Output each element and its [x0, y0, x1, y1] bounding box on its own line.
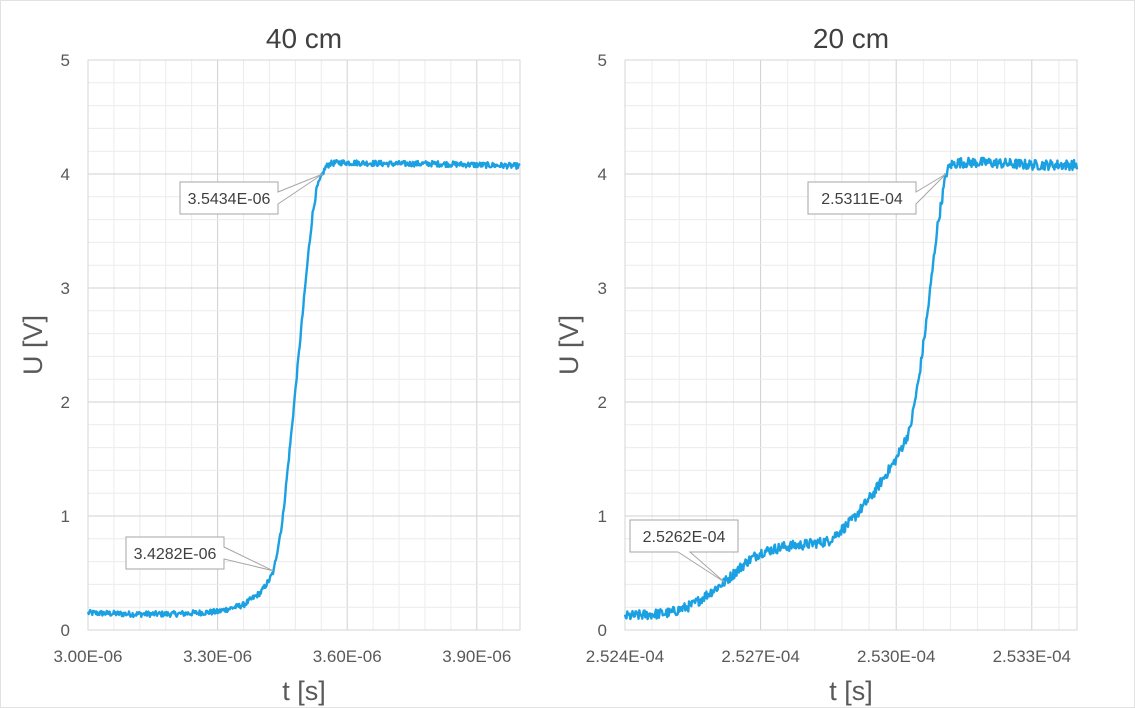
x-tick-label: 2.533E-04	[993, 647, 1071, 666]
y-tick-labels: 0 1 2 3 4 5	[598, 51, 607, 640]
chart-title: 40 cm	[266, 23, 342, 54]
plot-area-border	[624, 59, 1078, 631]
chart-title: 20 cm	[813, 23, 889, 54]
x-tick-label: 3.60E-06	[313, 647, 382, 666]
x-tick-label: 2.527E-04	[721, 647, 799, 666]
y-tick-label: 4	[61, 165, 70, 184]
x-tick-label: 2.530E-04	[857, 647, 935, 666]
chart-panel-20cm: 20 cm t [s] U [V] 0 1 2 3 4 5 2.524E-04 …	[554, 23, 1079, 706]
annotation-label: 3.4282E-06	[134, 546, 217, 563]
x-tick-label: 3.30E-06	[183, 647, 252, 666]
y-tick-label: 5	[61, 51, 70, 70]
annotation-label: 3.5434E-06	[188, 191, 271, 208]
callout-box	[807, 173, 947, 215]
y-tick-label: 4	[598, 165, 607, 184]
y-tick-label: 3	[61, 279, 70, 298]
y-axis-label: U [V]	[554, 315, 584, 375]
callout-box	[125, 536, 274, 572]
y-tick-label: 2	[598, 393, 607, 412]
x-tick-labels: 2.524E-04 2.527E-04 2.530E-04 2.533E-04	[586, 647, 1071, 666]
annotation-callout: 3.4282E-06	[125, 536, 274, 572]
y-tick-label: 0	[61, 621, 70, 640]
y-tick-label: 2	[61, 393, 70, 412]
annotation-callout: 2.5311E-04	[807, 173, 947, 215]
chart-panel-40cm: 40 cm t [s] U [V] 0 1 2 3 4 5 3.00E-06 3…	[18, 23, 521, 706]
plot-area-border	[87, 59, 521, 631]
annotation-callout: 3.5434E-06	[179, 173, 324, 215]
x-tick-label: 2.524E-04	[586, 647, 664, 666]
callout-box	[629, 519, 739, 583]
y-tick-label: 1	[61, 507, 70, 526]
y-tick-label: 3	[598, 279, 607, 298]
y-axis-label: U [V]	[18, 315, 48, 375]
x-axis-label: t [s]	[282, 676, 326, 706]
y-tick-labels: 0 1 2 3 4 5	[61, 51, 70, 640]
x-tick-label: 3.90E-06	[442, 647, 511, 666]
annotation-callout: 2.5262E-04	[629, 519, 739, 583]
y-tick-label: 5	[598, 51, 607, 70]
series-line	[86, 158, 521, 619]
x-tick-label: 3.00E-06	[54, 647, 123, 666]
annotation-label: 2.5311E-04	[821, 191, 903, 208]
x-tick-labels: 3.00E-06 3.30E-06 3.60E-06 3.90E-06	[54, 647, 512, 666]
annotation-label: 2.5262E-04	[643, 529, 726, 546]
series-line	[623, 156, 1079, 621]
callout-box	[179, 173, 324, 215]
x-axis-label: t [s]	[829, 676, 873, 706]
y-tick-label: 1	[598, 507, 607, 526]
y-tick-label: 0	[598, 621, 607, 640]
